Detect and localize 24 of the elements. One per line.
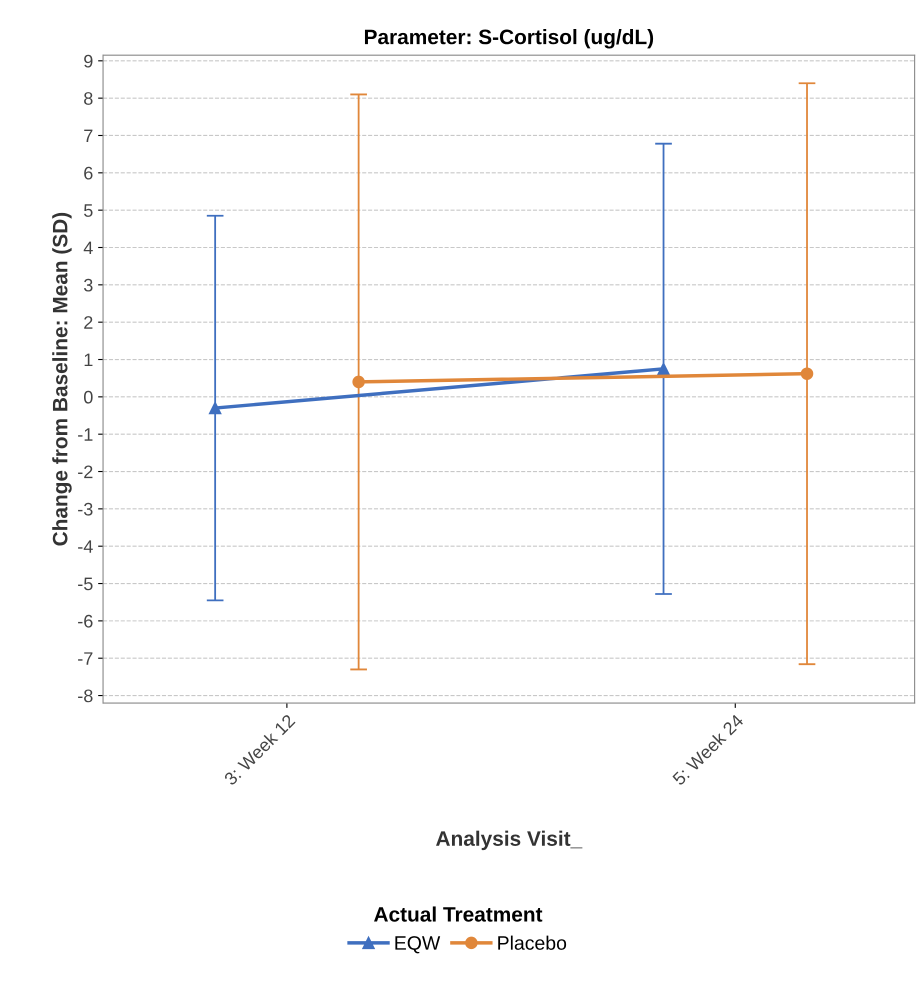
y-tick-label: -1	[78, 428, 92, 441]
x-axis-title: Analysis Visit_	[436, 830, 582, 850]
legend-title: Actual Treatment	[374, 906, 542, 922]
y-tick-label: 0	[84, 390, 93, 404]
y-tick-label: -3	[78, 502, 93, 516]
y-tick-label: 8	[84, 92, 93, 105]
y-tick-label: 5	[84, 204, 93, 217]
y-tick-label: 6	[84, 166, 93, 180]
legend-label: Placebo	[498, 936, 566, 950]
y-tick-label: -2	[78, 465, 92, 478]
y-tick-label: -6	[78, 614, 93, 628]
y-tick-label: 1	[84, 354, 92, 366]
y-tick-label: 7	[84, 130, 92, 142]
y-tick-label: 4	[84, 242, 93, 254]
y-axis-title: Change from Baseline: Mean (SD)	[52, 212, 72, 546]
y-tick-label: 2	[84, 316, 92, 329]
y-tick-label: -7	[78, 652, 92, 665]
chart-title: Parameter: S-Cortisol (ug/dL)	[364, 29, 654, 49]
y-tick-label: -4	[78, 540, 93, 553]
y-tick-label: -8	[78, 689, 93, 702]
y-tick-label: 9	[84, 54, 92, 68]
y-tick-label: 3	[84, 278, 93, 292]
y-tick-label: -5	[78, 578, 93, 590]
legend-label: EQW	[395, 936, 440, 954]
